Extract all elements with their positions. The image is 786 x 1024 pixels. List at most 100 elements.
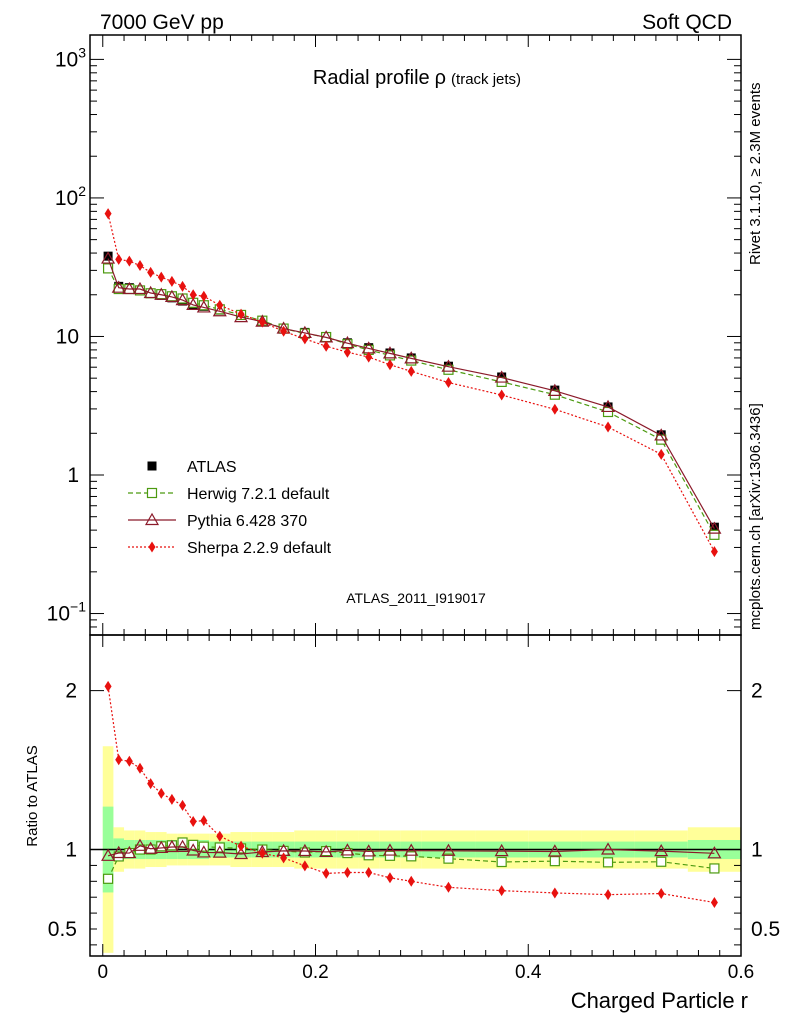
sherpa-2-2-9-default-point [168,275,176,287]
pythia-6-428-370-point [154,287,169,300]
sherpa-2-2-9-default-ratio-point [343,866,351,878]
herwig-7-2-1-default-ratio-point [443,853,454,864]
herwig-7-2-1-default-ratio-point [549,856,560,867]
sherpa-2-2-9-default-line [107,213,715,552]
sherpa-2-2-9-default-point [498,389,506,401]
sherpa-2-2-9-default-ratio-point [168,793,176,805]
herwig-7-2-1-default-ratio-point [656,856,667,867]
pythia-6-428-370-ratio-point [382,843,398,856]
x-tick-label: 0 [97,962,108,983]
y-tick-label: 10−1 [47,599,87,626]
pythia-6-428-370-ratio-point [707,846,722,859]
sherpa-2-2-9-default-ratio-point [200,815,208,827]
pythia-6-428-370-ratio-point [404,843,419,856]
pythia-6-428-370-point [175,292,190,306]
sherpa-2-2-9-default-ratio-line [107,686,715,904]
sherpa-2-2-9-default-point [280,325,288,337]
sherpa-2-2-9-default-ratio-point [604,889,612,901]
pythia-6-428-370-point [196,300,211,313]
chart-title-main: Radial profile [313,67,430,89]
sherpa-2-2-9-default-ratio-point [115,754,123,766]
sherpa-2-2-9-default-point [710,546,718,558]
legend-label-pythia-6-428-370: Pythia 6.428 370 [187,513,307,530]
herwig-7-2-1-default-point [102,263,114,274]
sherpa-2-2-9-default-point [147,266,155,278]
sherpa-2-2-9-default-point [200,290,208,302]
pythia-6-428-370-ratio-point [143,841,158,854]
herwig-7-2-1-default-ratio-point [496,856,507,868]
legend-marker-sherpa-2-2-9-default [148,541,156,553]
y-tick-label: 102 [55,183,86,210]
mcplots-label: mcplots.cern.ch [arXiv:1306.3436] [747,403,764,630]
sherpa-2-2-9-default-point [104,208,112,220]
herwig-7-2-1-default-point [709,529,720,540]
sherpa-2-2-9-default-ratio-point [237,840,245,852]
sherpa-2-2-9-default-point [115,253,123,265]
sherpa-2-2-9-default-ratio-point [322,867,330,879]
ratio-y-tick-label: 0.5 [48,918,77,941]
sherpa-2-2-9-default-point [386,359,394,371]
sherpa-2-2-9-default-ratio-point [104,680,112,692]
pythia-6-428-370-ratio-point [494,843,509,857]
herwig-7-2-1-default-point [549,389,560,400]
pythia-6-428-370-point [122,281,137,295]
sherpa-2-2-9-default-ratio-point [657,888,665,900]
ratio-y-tick-label: 2 [65,680,77,703]
x-tick-label: 0.4 [515,962,542,983]
sherpa-2-2-9-default-point [136,260,144,272]
pythia-6-428-370-ratio-point [175,839,190,852]
chart-title-symbol: ρ [435,67,446,89]
sherpa-2-2-9-default-point [125,255,133,267]
pythia-6-428-370-point [654,428,669,441]
pythia-6-428-370-ratio-point [196,845,211,858]
pythia-6-428-370-point [601,399,616,413]
pythia-6-428-370-ratio-point [234,846,249,860]
sherpa-2-2-9-default-ratio-point [498,885,506,897]
sherpa-2-2-9-default-point [157,271,165,283]
atlas-point [103,251,113,261]
x-axis-label: Charged Particle r [571,988,748,1013]
sherpa-2-2-9-default-ratio-point [136,762,144,774]
sherpa-2-2-9-default-ratio-point [301,860,309,872]
pythia-6-428-370-point [707,521,722,534]
sherpa-2-2-9-default-ratio-point [444,881,452,893]
pythia-6-428-370-ratio-point [111,845,126,859]
herwig-7-2-1-default-ratio-point [363,850,374,861]
legend-marker-atlas [147,461,157,471]
y-tick-label: 10 [56,325,79,348]
x-tick-label: 0.2 [302,962,328,983]
legend-label-herwig-7-2-1-default: Herwig 7.2.1 default [187,486,330,503]
sherpa-2-2-9-default-ratio-point [386,872,394,884]
sherpa-2-2-9-default-ratio-point [258,847,266,859]
sherpa-2-2-9-default-ratio-point [407,875,415,887]
pythia-6-428-370-point [132,281,148,295]
sherpa-2-2-9-default-ratio-point [179,799,187,811]
pythia-6-428-370-ratio-point [212,845,227,858]
sherpa-2-2-9-default-point [258,316,266,328]
ratio-y-tick-label-right: 1 [751,839,763,862]
chart-title-suffix: (track jets) [451,71,521,88]
sherpa-2-2-9-default-ratio-point [365,867,373,879]
pythia-6-428-370-point [441,359,456,372]
legend-label-atlas: ATLAS [187,459,237,476]
sherpa-2-2-9-default-point [604,421,612,433]
pythia-6-428-370-point [186,297,201,310]
sherpa-2-2-9-default-point [365,351,373,363]
ratio-y-axis-label: Ratio to ATLAS [24,745,41,846]
herwig-7-2-1-default-ratio-point [709,863,720,874]
pythia-6-428-370-ratio-point [654,843,669,857]
y-tick-label: 1 [67,464,79,487]
header-left-label: 7000 GeV pp [100,11,224,34]
pythia-6-428-370-point [382,346,398,359]
pythia-6-428-370-ratio-point [132,838,148,851]
herwig-7-2-1-default-ratio-point [406,851,417,862]
herwig-7-2-1-default-ratio-point [102,873,114,884]
pythia-6-428-370-ratio-point [319,844,334,858]
legend-marker-pythia-6-428-370 [144,512,160,526]
ratio-plot-frame [89,634,742,957]
ratio-y-tick-label-right: 2 [751,680,763,703]
pythia-6-428-370-ratio-line [107,845,715,857]
sherpa-2-2-9-default-point [551,403,559,415]
pythia-6-428-370-ratio-point [441,843,456,856]
pythia-6-428-370-ratio-point [154,840,169,854]
